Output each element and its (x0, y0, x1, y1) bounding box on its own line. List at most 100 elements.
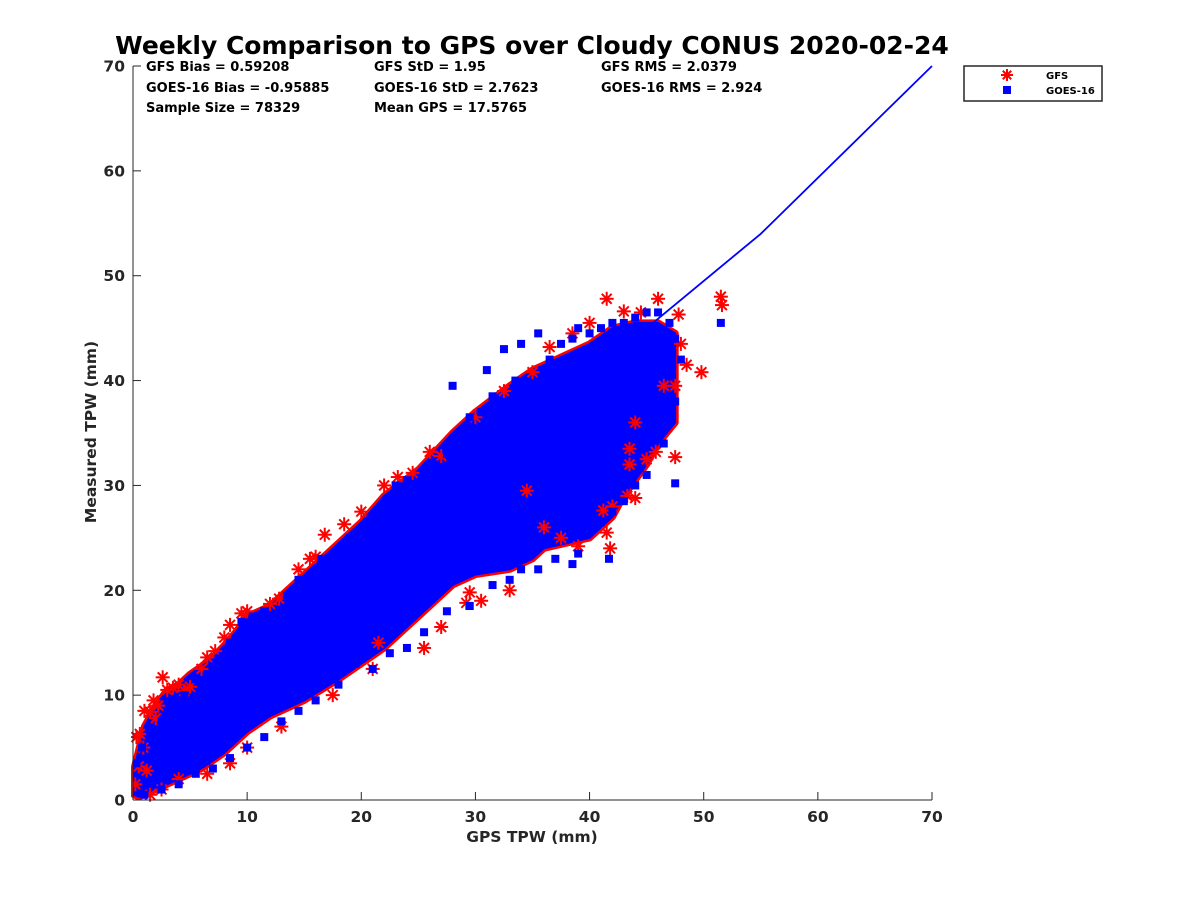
goes16-point (374, 512, 383, 521)
chart-title: Weekly Comparison to GPS over Cloudy CON… (115, 31, 949, 60)
goes16-point (140, 790, 149, 799)
gfs-point (582, 315, 597, 330)
goes16-point (402, 476, 411, 485)
legend-goes16-marker (1003, 86, 1011, 94)
reference-line-layer (646, 65, 933, 329)
goes16-point (545, 355, 554, 364)
gfs-points (131, 289, 729, 802)
gfs-point (714, 298, 729, 313)
goes16-point (226, 754, 235, 763)
gfs-point (422, 444, 437, 459)
y-tick-label: 20 (103, 582, 125, 600)
gfs-point (371, 635, 386, 650)
gfs-point (155, 670, 170, 685)
gfs-point (599, 291, 614, 306)
goes16-point (132, 759, 141, 768)
goes16-point (317, 554, 326, 563)
goes16-point (482, 366, 491, 375)
goes16-point (619, 497, 628, 506)
goes16-point (608, 507, 617, 516)
y-tick-label: 0 (114, 792, 125, 810)
gfs-point (554, 530, 569, 545)
goes16-point (174, 780, 183, 789)
gfs-point (194, 661, 209, 676)
goes16-point (368, 664, 377, 673)
gfs-point (417, 640, 432, 655)
stat-text: Sample Size = 78329 (146, 101, 300, 116)
goes16-point (659, 439, 668, 448)
gfs-point (656, 378, 671, 393)
goes16-point (568, 560, 577, 569)
goes16-point (716, 318, 725, 327)
goes16-point (534, 565, 543, 574)
y-axis-label: Measured TPW (mm) (82, 341, 100, 523)
stat-text: GOES-16 StD = 2.7623 (374, 81, 538, 96)
y-tick-label: 10 (103, 687, 125, 705)
goes16-point (465, 413, 474, 422)
x-tick-label: 40 (579, 808, 601, 826)
gfs-point (668, 378, 683, 393)
gfs-point (474, 593, 489, 608)
goes16-point (138, 743, 147, 752)
goes16-point (671, 334, 680, 343)
goes16-point (351, 659, 360, 668)
goes16-point (665, 318, 674, 327)
goes16-point (277, 717, 286, 726)
goes16-point (619, 318, 628, 327)
goes16-point (391, 481, 400, 490)
stat-text: GFS RMS = 2.0379 (601, 60, 737, 75)
gfs-point (639, 452, 654, 467)
gfs-point (622, 457, 637, 472)
gfs-point (668, 450, 683, 465)
goes16-point (345, 533, 354, 542)
gfs-point (519, 483, 534, 498)
gfs-point (390, 470, 405, 485)
gfs-point (502, 583, 517, 598)
goes16-point (654, 392, 663, 401)
gfs-point (571, 539, 586, 554)
gfs-point (651, 291, 666, 306)
goes16-point (442, 449, 451, 458)
gfs-point (165, 680, 180, 695)
goes16-point (260, 733, 269, 742)
goes16-point (557, 339, 566, 348)
goes16-point (311, 696, 320, 705)
legend-gfs-marker (1001, 69, 1013, 81)
goes16-point (191, 769, 200, 778)
gfs-point (317, 527, 332, 542)
goes16-point (203, 670, 212, 679)
goes16-point (208, 764, 217, 773)
legend-gfs-label: GFS (1046, 71, 1068, 82)
goes16-point (631, 313, 640, 322)
goes16-point (596, 324, 605, 333)
legend: GFS GOES-16 (963, 65, 1103, 102)
goes16-point (585, 523, 594, 532)
stat-text: Mean GPS = 17.5765 (374, 101, 527, 116)
legend-gfs-asterisk (1001, 69, 1013, 81)
goes16-point (574, 324, 583, 333)
goes16-point (665, 371, 674, 380)
goes16-point (168, 696, 177, 705)
gfs-point (139, 763, 154, 778)
gfs-point (673, 336, 688, 351)
gfs-point (183, 679, 198, 694)
goes16-point (260, 607, 269, 616)
x-ticks: 0 10 20 30 40 50 60 70 (128, 792, 943, 826)
y-tick-label: 60 (103, 162, 125, 180)
goes16-point (385, 649, 394, 658)
legend-box (963, 65, 1103, 102)
goes16-point (488, 581, 497, 590)
goes16-point (146, 733, 155, 742)
goes16-point (420, 628, 429, 637)
reference-line (646, 65, 933, 329)
gfs-point (131, 777, 143, 792)
goes16-point (585, 329, 594, 338)
gfs-point (628, 415, 643, 430)
gfs-point (648, 444, 663, 459)
gfs-point (151, 698, 166, 713)
x-tick-label: 70 (921, 808, 943, 826)
goes16-point (248, 612, 257, 621)
x-tick-label: 60 (807, 808, 829, 826)
gfs-point (200, 650, 215, 665)
goes16-point (648, 350, 657, 359)
